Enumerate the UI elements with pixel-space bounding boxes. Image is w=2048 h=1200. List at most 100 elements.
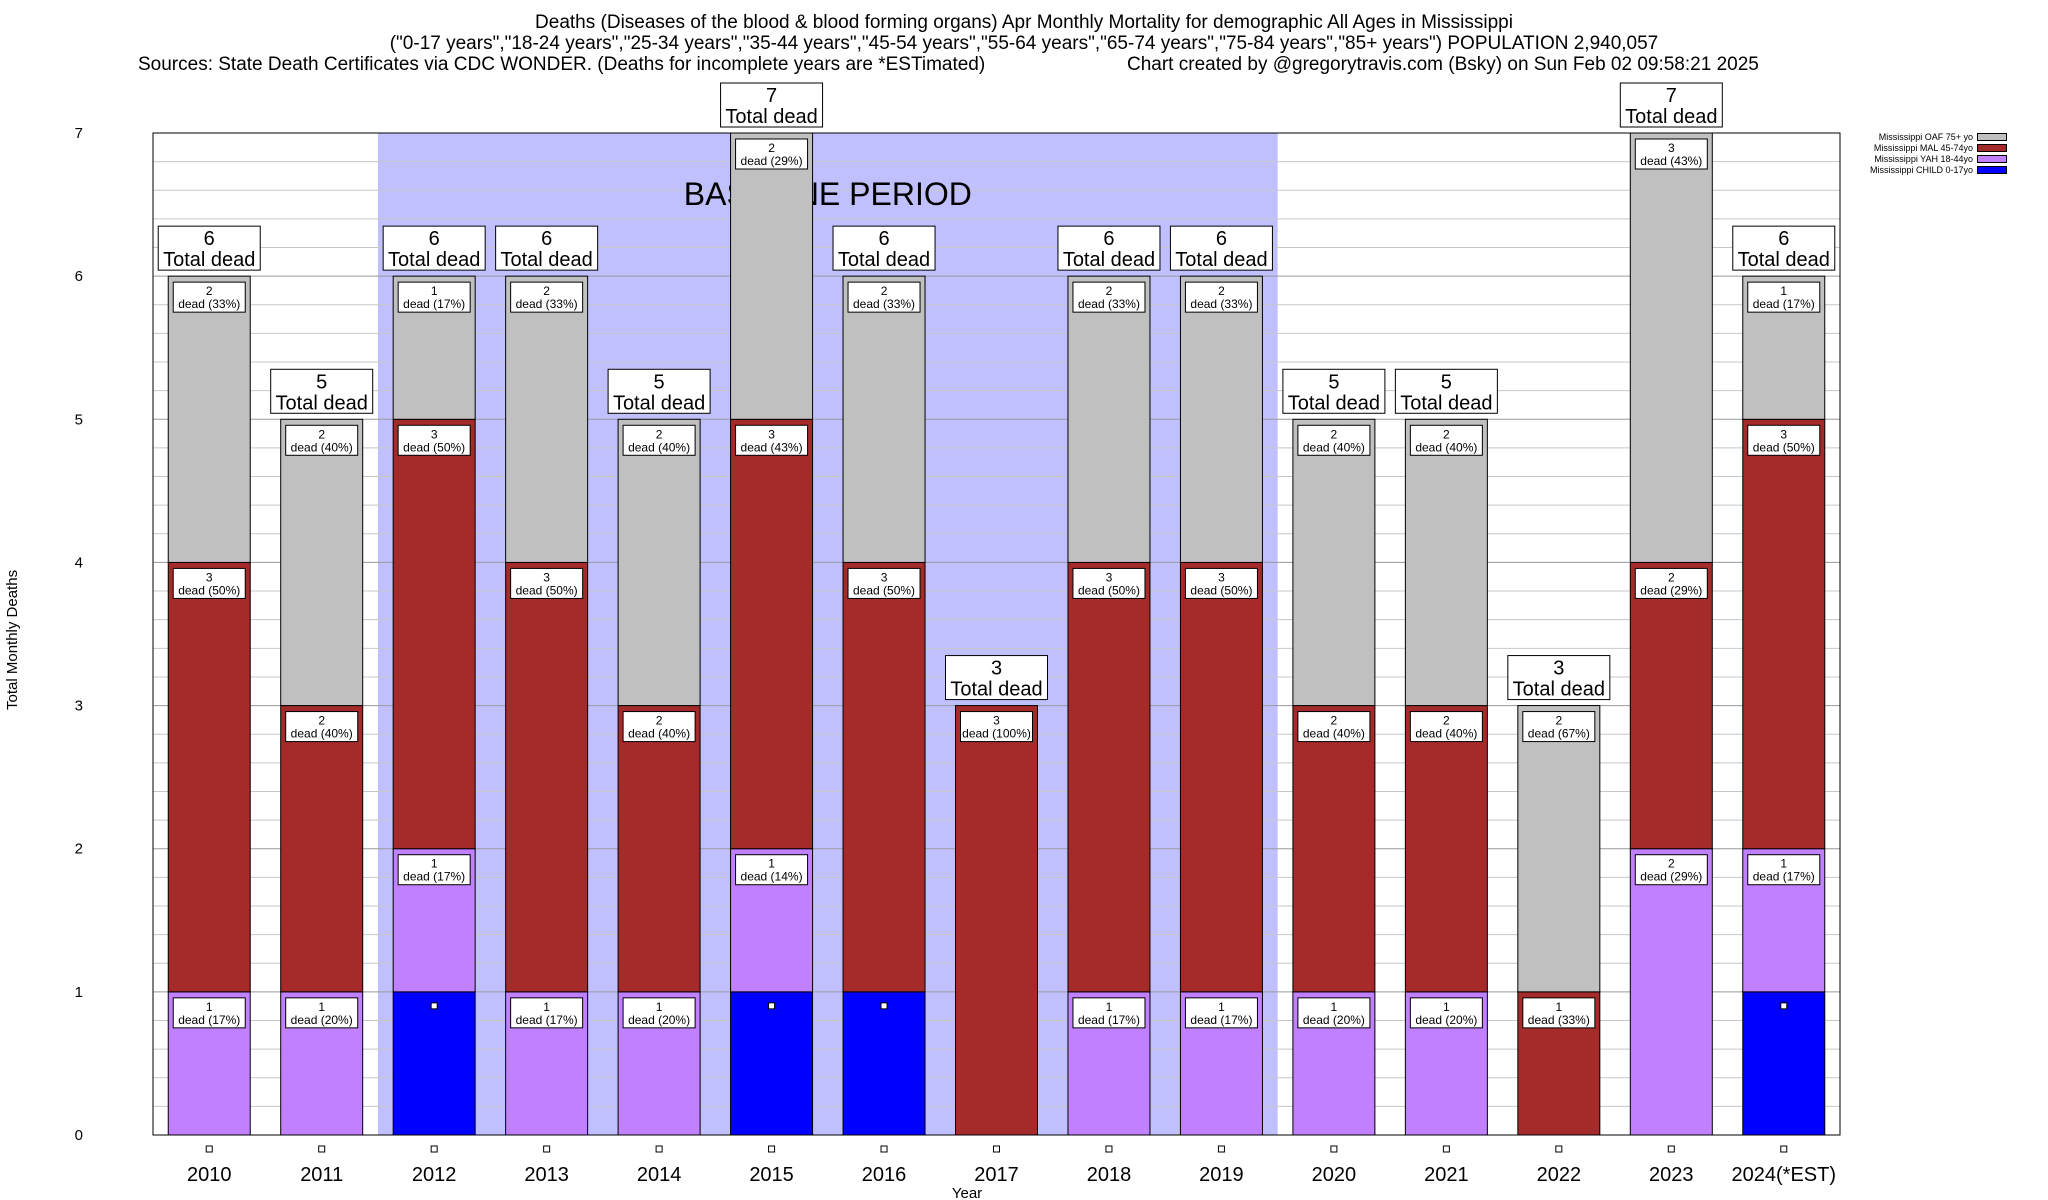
segment-label-percent: dead (40%): [628, 727, 690, 741]
total-label-box: [720, 82, 824, 128]
x-tick-label: 2010: [187, 1164, 232, 1186]
segment-label-count: 3: [1780, 427, 1787, 441]
total-label-box: [1507, 655, 1611, 701]
bar-segment: [842, 561, 926, 993]
segment-label-box: [397, 424, 471, 456]
segment-label-percent: dead (17%): [516, 1013, 578, 1027]
total-label-box: [832, 225, 936, 271]
total-label-text: Total dead: [1288, 392, 1380, 414]
bar-segment: [1742, 991, 1826, 1136]
segment-label-box: [1072, 281, 1146, 313]
bar-segment: [280, 705, 364, 993]
segment-label-percent: dead (20%): [291, 1013, 353, 1027]
total-label-text: Total dead: [276, 392, 368, 414]
segment-label-box: [1297, 711, 1371, 743]
bar-segment: [842, 275, 926, 563]
segment-label-box: [1522, 711, 1596, 743]
segment-label-count: 2: [1668, 857, 1675, 871]
total-label-text: Total dead: [838, 249, 930, 271]
segment-label-percent: dead (40%): [628, 440, 690, 454]
total-label-box: [607, 368, 711, 414]
segment-label-box: [285, 997, 359, 1029]
segment-label-percent: dead (17%): [1753, 870, 1815, 884]
segment-label-count: 1: [206, 1000, 213, 1014]
segment-label-percent: dead (33%): [853, 297, 915, 311]
y-tick-label: 7: [75, 125, 83, 142]
segment-label-percent: dead (17%): [403, 297, 465, 311]
segment-label-count: 2: [1331, 714, 1338, 728]
x-marker: [768, 1145, 776, 1153]
segment-label-count: 1: [1443, 1000, 1450, 1014]
segment-label-box: [397, 281, 471, 313]
segment-label-box: [172, 997, 246, 1029]
segment-label-box: [622, 424, 696, 456]
x-tick-label: 2019: [1199, 1164, 1244, 1186]
total-label-box: [270, 368, 374, 414]
bar-segment: [730, 418, 814, 850]
total-label-text: Total dead: [725, 106, 817, 128]
total-label-count: 7: [1666, 85, 1677, 107]
x-marker: [1217, 1145, 1225, 1153]
bar-segment: [1742, 418, 1826, 850]
total-label-box: [1282, 368, 1386, 414]
x-marker: [993, 1145, 1000, 1153]
bar-segment: [1404, 705, 1488, 993]
segment-label-percent: dead (33%): [1078, 297, 1140, 311]
segment-label-count: 2: [1555, 714, 1562, 728]
segment-label-box: [735, 138, 809, 170]
x-marker: [205, 1145, 213, 1153]
total-label-box: [1169, 225, 1273, 271]
chart-titles: Deaths (Diseases of the blood & blood fo…: [0, 12, 2048, 54]
segment-label-percent: dead (50%): [1190, 583, 1252, 597]
total-label-count: 5: [316, 371, 327, 393]
segment-label-box: [1409, 997, 1483, 1029]
segment-label-count: 2: [768, 141, 775, 155]
segment-label-count: 2: [1218, 284, 1225, 298]
segment-label-count: 1: [431, 284, 438, 298]
segment-label-box: [1297, 424, 1371, 456]
segment-label-percent: dead (29%): [1640, 870, 1702, 884]
segment-label-count: 1: [1218, 1000, 1225, 1014]
segment-label-percent: dead (100%): [962, 727, 1031, 741]
y-tick-label: 3: [75, 698, 83, 715]
segment-label-count: 3: [431, 427, 438, 441]
x-marker: [1330, 1145, 1338, 1153]
segment-label-count: 2: [1443, 714, 1450, 728]
segment-label-percent: dead (17%): [403, 870, 465, 884]
segment-label-percent: dead (17%): [178, 1013, 240, 1027]
x-tick-label: 2020: [1312, 1164, 1357, 1186]
segment-marker: [430, 1002, 438, 1010]
y-tick-label: 2: [75, 841, 83, 858]
total-label-text: Total dead: [1738, 249, 1830, 271]
segment-label-box: [1747, 854, 1821, 886]
bar-segment: [1067, 275, 1151, 563]
segment-label-box: [847, 567, 921, 599]
segment-label-box: [1072, 567, 1146, 599]
legend-label: Mississippi CHILD 0-17yo: [1870, 164, 1974, 175]
segment-label-count: 3: [881, 570, 888, 584]
total-label-count: 5: [1328, 371, 1339, 393]
x-tick-label: 2011: [300, 1164, 343, 1186]
segment-label-count: 1: [1106, 1000, 1113, 1014]
segment-label-box: [172, 567, 246, 599]
bar-segment: [1179, 275, 1263, 563]
total-label-count: 6: [1778, 228, 1789, 250]
x-tick-label: 2021: [1424, 1164, 1469, 1186]
segment-label-count: 2: [543, 284, 550, 298]
segment-label-percent: dead (40%): [1415, 727, 1477, 741]
segment-label-box: [397, 854, 471, 886]
segment-label-count: 1: [431, 857, 438, 871]
segment-label-count: 2: [881, 284, 888, 298]
legend-swatch: [1977, 154, 2008, 163]
x-marker: [1442, 1145, 1450, 1153]
bar-segment: [1179, 561, 1263, 993]
credit-text: Chart created by @gregorytravis.com (Bsk…: [1127, 54, 1759, 75]
y-tick-label: 6: [75, 268, 83, 285]
segment-label-count: 3: [1218, 570, 1225, 584]
segment-label-percent: dead (29%): [741, 154, 803, 168]
total-label-count: 6: [541, 228, 552, 250]
segment-label-percent: dead (33%): [1528, 1013, 1590, 1027]
segment-label-count: 1: [656, 1000, 663, 1014]
x-tick-label: 2018: [1087, 1164, 1132, 1186]
segment-label-box: [1297, 997, 1371, 1029]
